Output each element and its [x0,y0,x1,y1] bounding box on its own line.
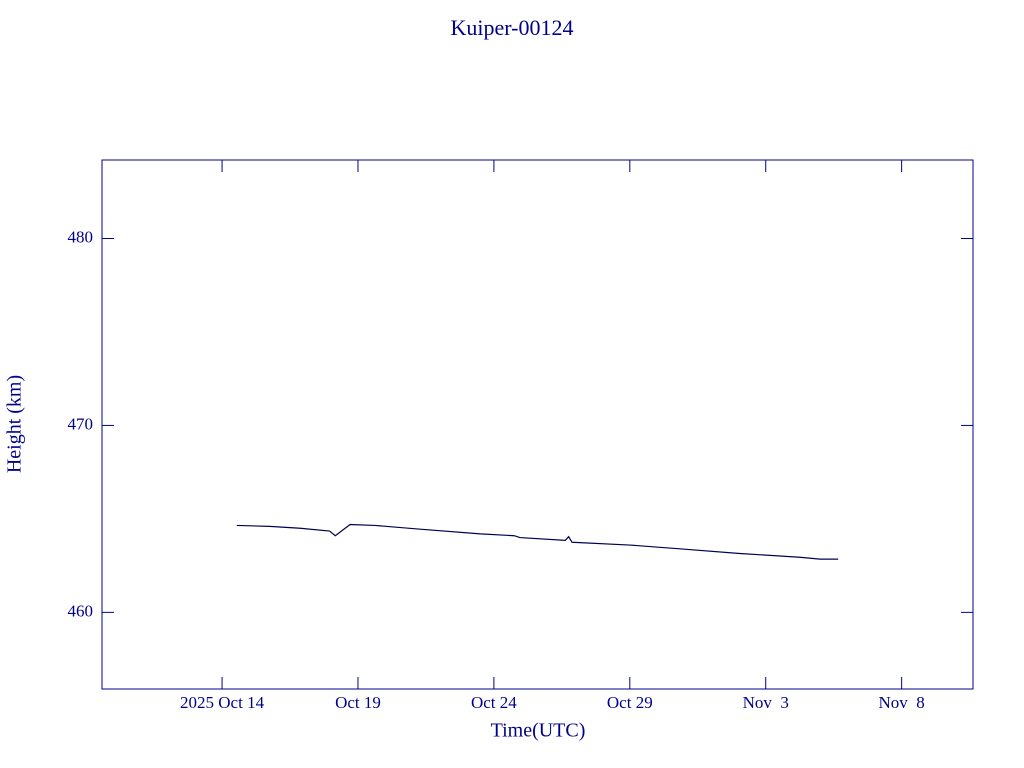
y-axis-label: Height (km) [4,375,26,473]
x-axis-label: Time(UTC) [491,720,586,742]
y-tick-label: 460 [68,601,94,620]
plot-frame [101,159,974,690]
x-tick-label: Oct 24 [471,693,517,712]
data-line [236,523,839,560]
x-tick-label: Oct 19 [335,693,381,712]
x-tick-label: 2025 Oct 14 [180,693,265,712]
chart-title: Kuiper-00124 [451,15,574,40]
y-tick-label: 470 [68,414,94,433]
x-tick-label: Nov 8 [879,693,925,712]
x-tick-label: Nov 3 [743,693,789,712]
y-tick-label: 480 [68,227,94,246]
x-tick-label: Oct 29 [607,693,653,712]
